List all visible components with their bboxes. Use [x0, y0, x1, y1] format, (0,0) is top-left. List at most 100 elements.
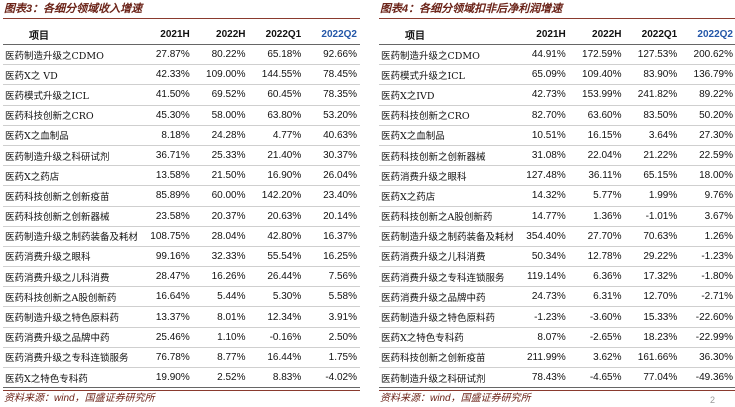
- cell-value: 77.04%: [624, 367, 681, 389]
- table-row: 医药科技创新之创新疫苗 211.99% 3.62% 161.66% 36.30%: [379, 347, 735, 369]
- table-row: 医药制造升级之科研试剂 36.71% 25.33% 21.40% 30.37%: [3, 145, 360, 167]
- cell-value: 1.75%: [304, 347, 360, 369]
- cell-value: 1.99%: [624, 185, 681, 207]
- cell-value: 3.62%: [568, 347, 625, 369]
- cell-value: 83.50%: [624, 105, 681, 126]
- cell-value: 28.47%: [137, 266, 193, 288]
- cell-value: 241.82%: [624, 84, 681, 106]
- table-row: 医药X之特色专科药 8.07% -2.65% 18.23% -22.99%: [379, 327, 735, 348]
- cell-value: 82.70%: [513, 105, 569, 126]
- cell-value: -49.36%: [680, 367, 735, 389]
- cell-value: 69.52%: [192, 84, 249, 106]
- cell-value: 153.99%: [568, 84, 625, 106]
- cell-value: 9.76%: [680, 185, 735, 207]
- cell-value: 44.91%: [513, 44, 569, 66]
- cell-value: 99.16%: [137, 246, 193, 268]
- cell-value: 78.45%: [304, 64, 360, 86]
- cell-value: 200.62%: [680, 44, 735, 66]
- cell-value: 21.40%: [248, 145, 305, 167]
- cell-value: 31.08%: [513, 145, 569, 167]
- cell-value: 24.73%: [513, 286, 569, 308]
- table-row: 医药科技创新之A股创新药 16.64% 5.44% 5.30% 5.58%: [3, 286, 360, 308]
- table-row: 医药X之特色专科药 19.90% 2.52% 8.83% -4.02%: [3, 367, 360, 389]
- cell-value: 1.36%: [568, 206, 625, 227]
- column-header-2022q2: 2022Q2: [680, 24, 735, 45]
- cell-value: 16.15%: [568, 125, 625, 146]
- cell-value: 21.22%: [624, 145, 681, 167]
- cell-value: 3.67%: [680, 206, 735, 227]
- cell-value: 65.15%: [624, 165, 681, 187]
- cell-value: 5.77%: [568, 185, 625, 207]
- table-row: 医药科技创新之创新器械 31.08% 22.04% 21.22% 22.59%: [379, 145, 735, 167]
- table-row: 医药X之药店 13.58% 21.50% 16.90% 26.04%: [3, 165, 360, 187]
- cell-value: 63.80%: [248, 105, 305, 126]
- cell-value: 13.58%: [137, 165, 193, 187]
- row-label: 医药制造升级之制药装备及耗材: [379, 226, 513, 247]
- cell-value: 16.37%: [304, 226, 360, 247]
- cell-value: 18.23%: [624, 327, 681, 348]
- cell-value: 32.33%: [192, 246, 249, 268]
- row-label: 医药消费升级之品牌中药: [379, 286, 513, 308]
- cell-value: 6.36%: [568, 266, 625, 288]
- table-row: 医药科技创新之CRO 45.30% 58.00% 63.80% 53.20%: [3, 105, 360, 126]
- table-header-row: 项目 2021H 2022H 2022Q1 2022Q2: [3, 24, 360, 45]
- column-header-2022h: 2022H: [568, 24, 625, 45]
- table-row: 医药消费升级之眼科 127.48% 36.11% 65.15% 18.00%: [379, 165, 735, 187]
- cell-value: 42.80%: [248, 226, 305, 247]
- cell-value: 8.01%: [192, 306, 249, 328]
- row-label: 医药制造升级之特色原料药: [379, 306, 513, 328]
- table-row: 医药消费升级之品牌中药 25.46% 1.10% -0.16% 2.50%: [3, 327, 360, 348]
- panel-title: 图表4：各细分领域扣非后净利润增速: [379, 0, 735, 19]
- row-label: 医药X之特色专科药: [379, 327, 513, 348]
- cell-value: 161.66%: [624, 347, 681, 369]
- cell-value: 36.11%: [568, 165, 625, 187]
- row-label: 医药制造升级之科研试剂: [3, 145, 137, 167]
- cell-value: 65.18%: [248, 44, 305, 66]
- row-label: 医药X之特色专科药: [3, 367, 137, 389]
- cell-value: 19.90%: [137, 367, 193, 389]
- row-label: 医药科技创新之A股创新药: [379, 206, 513, 227]
- column-header-2022q1: 2022Q1: [248, 24, 305, 45]
- cell-value: 4.77%: [248, 125, 305, 146]
- cell-value: 8.18%: [137, 125, 193, 146]
- cell-value: 60.45%: [248, 84, 305, 106]
- cell-value: 89.22%: [680, 84, 735, 106]
- cell-value: 16.90%: [248, 165, 305, 187]
- table-row: 医药X之血制品 8.18% 24.28% 4.77% 40.63%: [3, 125, 360, 146]
- row-label: 医药消费升级之专科连锁服务: [3, 347, 137, 369]
- table-row: 医药制造升级之科研试剂 78.43% -4.65% 77.04% -49.36%: [379, 367, 735, 389]
- row-label: 医药X之 VD: [3, 64, 137, 86]
- cell-value: 12.34%: [248, 306, 305, 328]
- table-row: 医药制造升级之制药装备及耗材 108.75% 28.04% 42.80% 16.37%: [3, 226, 360, 247]
- cell-value: 8.83%: [248, 367, 305, 389]
- cell-value: 144.55%: [248, 64, 305, 86]
- cell-value: 1.10%: [192, 327, 249, 348]
- cell-value: 60.00%: [192, 185, 249, 207]
- cell-value: 30.37%: [304, 145, 360, 167]
- column-header-2021h: 2021H: [137, 24, 193, 45]
- cell-value: 109.00%: [192, 64, 249, 86]
- cell-value: 18.00%: [680, 165, 735, 187]
- panel-title: 图表3：各细分领域收入增速: [3, 0, 360, 19]
- row-label: 医药制造升级之科研试剂: [379, 367, 513, 389]
- cell-value: 25.33%: [192, 145, 249, 167]
- column-header-2022q2: 2022Q2: [304, 24, 360, 45]
- cell-value: 78.35%: [304, 84, 360, 106]
- table-row: 医药制造升级之特色原料药 -1.23% -3.60% 15.33% -22.60%: [379, 306, 735, 328]
- cell-value: 70.63%: [624, 226, 681, 247]
- cell-value: 92.66%: [304, 44, 360, 66]
- cell-value: 16.25%: [304, 246, 360, 268]
- cell-value: 23.40%: [304, 185, 360, 207]
- cell-value: 27.30%: [680, 125, 735, 146]
- cell-value: 76.78%: [137, 347, 193, 369]
- row-label: 医药消费升级之儿科消费: [379, 246, 513, 268]
- cell-value: 7.56%: [304, 266, 360, 288]
- cell-value: -4.02%: [304, 367, 360, 389]
- cell-value: -1.23%: [513, 306, 569, 328]
- row-label: 医药消费升级之眼科: [379, 165, 513, 187]
- cell-value: 16.44%: [248, 347, 305, 369]
- row-label: 医药科技创新之CRO: [3, 105, 137, 126]
- table-row: 医药模式升级之ICL 41.50% 69.52% 60.45% 78.35%: [3, 84, 360, 106]
- cell-value: 27.70%: [568, 226, 625, 247]
- cell-value: 108.75%: [137, 226, 193, 247]
